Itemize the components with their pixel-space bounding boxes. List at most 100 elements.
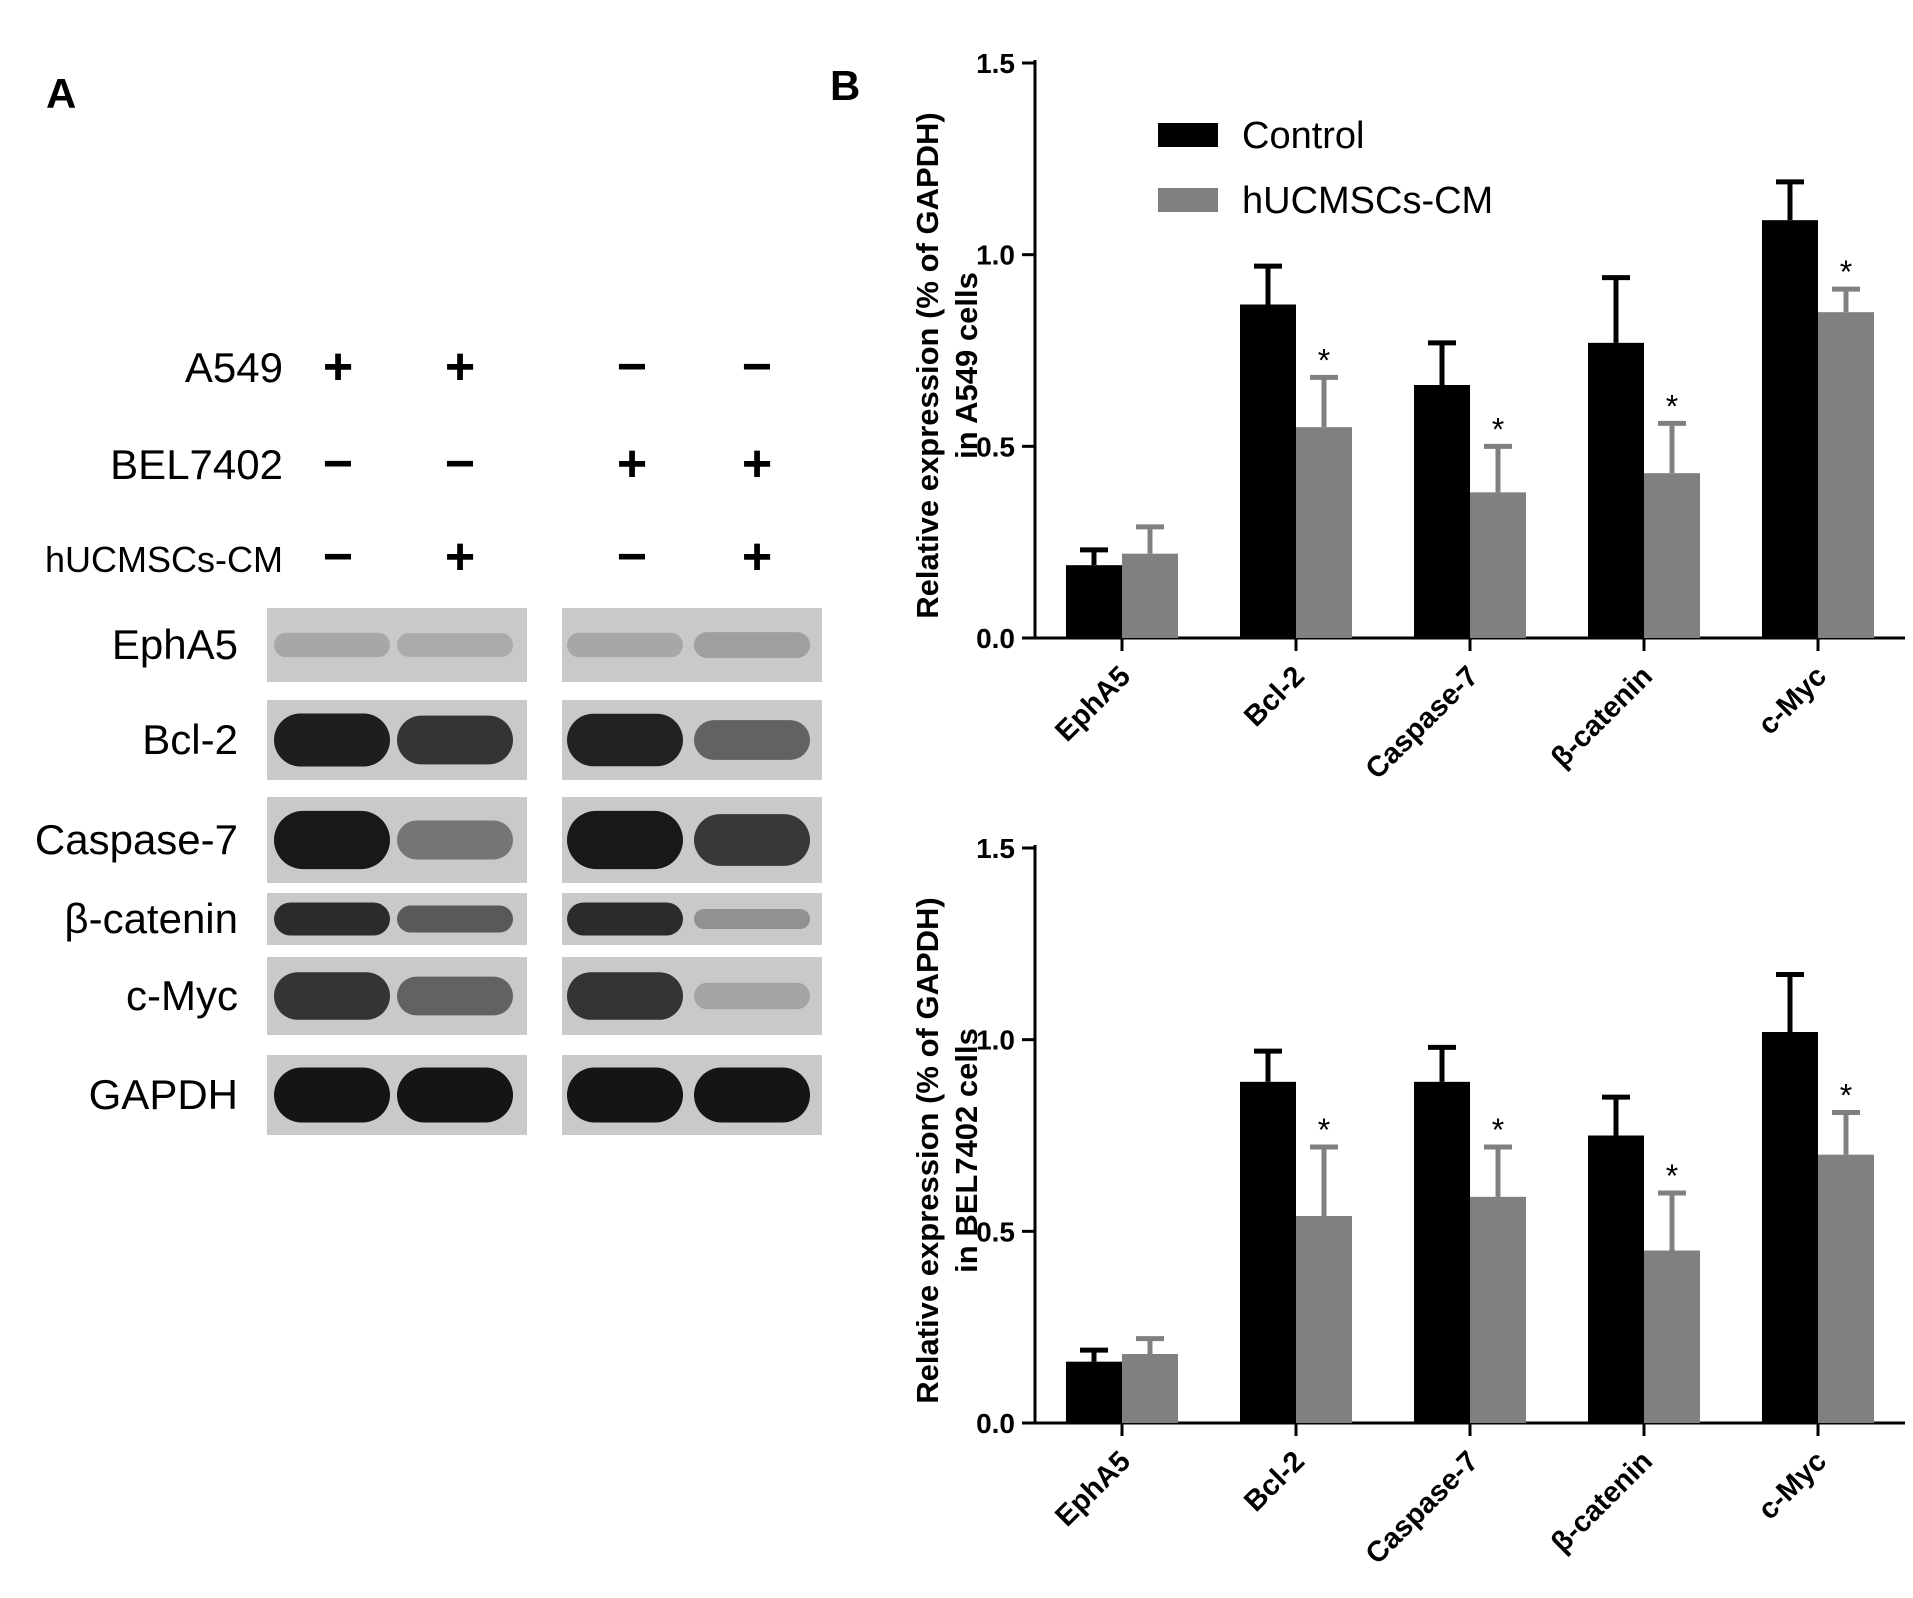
x-tick-label: Caspase-7 [1360, 1445, 1485, 1570]
bar-treated [1296, 427, 1352, 638]
legend-swatch [1158, 188, 1218, 212]
bar-control [1414, 385, 1470, 638]
x-tick-label: β-catenin [1545, 660, 1659, 774]
condition-sign: − [742, 338, 772, 396]
condition-label: A549 [185, 344, 283, 391]
condition-sign: − [617, 338, 647, 396]
significance-marker: * [1492, 1112, 1504, 1148]
blot-band [567, 1067, 683, 1123]
blot-band [567, 902, 683, 936]
bar-chart-bel7402: Relative expression (% of GAPDH) in BEL74… [910, 833, 1905, 1571]
condition-sign: + [742, 528, 772, 586]
condition-sign: + [742, 435, 772, 493]
condition-sign: − [617, 528, 647, 586]
significance-marker: * [1318, 342, 1330, 378]
significance-marker: * [1318, 1112, 1330, 1148]
condition-label: hUCMSCs-CM [45, 539, 283, 580]
protein-label: EphA5 [112, 621, 238, 668]
western-blot-panel: A549 + + − −BEL7402− − + +hUCMSCs-CM − + − +EphA5Bc… [35, 338, 822, 1135]
significance-marker: * [1666, 388, 1678, 424]
blot-band [397, 1067, 513, 1123]
blot-band [274, 972, 390, 1020]
legend-swatch [1158, 123, 1218, 147]
y-axis-label: Relative expression (% of GAPDH) [910, 112, 945, 618]
bar-control [1588, 342, 1644, 638]
condition-sign: − [323, 528, 353, 586]
condition-sign: − [445, 435, 475, 493]
blot-band [274, 902, 390, 936]
blot-band [694, 814, 810, 866]
condition-sign: + [323, 338, 353, 396]
bar-treated [1818, 1154, 1874, 1423]
condition-sign: + [445, 528, 475, 586]
legend-label: hUCMSCs-CM [1242, 180, 1493, 222]
x-tick-label: Bcl-2 [1238, 660, 1311, 733]
bar-control [1588, 1135, 1644, 1423]
x-tick-label: c-Myc [1752, 660, 1833, 741]
y-axis-label: in BEL7402 cells [949, 1028, 984, 1273]
blot-band [274, 713, 390, 767]
bar-treated [1818, 312, 1874, 638]
y-tick-label: 1.5 [976, 48, 1015, 79]
blot-band [694, 720, 810, 760]
protein-label: c-Myc [126, 972, 238, 1019]
bar-control [1240, 1081, 1296, 1423]
bar-treated [1470, 492, 1526, 638]
bar-control [1066, 1361, 1122, 1423]
significance-marker: * [1492, 411, 1504, 447]
blot-band [397, 820, 513, 860]
significance-marker: * [1666, 1158, 1678, 1194]
protein-label: β-catenin [64, 895, 238, 942]
bar-treated [1296, 1216, 1352, 1423]
bar-treated [1644, 1250, 1700, 1423]
y-tick-label: 0.0 [976, 1408, 1015, 1439]
condition-sign: + [617, 435, 647, 493]
legend-label: Control [1242, 115, 1365, 157]
bar-control [1066, 565, 1122, 638]
y-axis-label: in A549 cells [949, 272, 984, 459]
y-tick-label: 1.0 [976, 1025, 1015, 1056]
condition-sign: + [445, 338, 475, 396]
protein-label: Bcl-2 [142, 716, 238, 763]
y-tick-label: 0.5 [976, 1216, 1015, 1247]
bar-control [1414, 1081, 1470, 1423]
blot-band [694, 982, 810, 1010]
protein-label: Caspase-7 [35, 816, 238, 863]
x-tick-label: EphA5 [1049, 1445, 1137, 1533]
x-tick-label: EphA5 [1049, 660, 1137, 748]
y-tick-label: 0.5 [976, 431, 1015, 462]
blot-band [274, 1067, 390, 1123]
y-tick-label: 0.0 [976, 623, 1015, 654]
bar-treated [1122, 1354, 1178, 1423]
x-tick-label: β-catenin [1545, 1445, 1659, 1559]
bar-chart-a549: Relative expression (% of GAPDH) in A549 … [910, 48, 1905, 786]
bar-treated [1470, 1196, 1526, 1423]
blot-band [694, 1067, 810, 1123]
bar-control [1762, 220, 1818, 638]
blot-band [274, 632, 390, 658]
blot-band [694, 632, 810, 658]
significance-marker: * [1840, 254, 1852, 290]
bar-treated [1122, 553, 1178, 638]
condition-sign: − [323, 435, 353, 493]
blot-band [397, 976, 513, 1016]
bar-treated [1644, 473, 1700, 638]
significance-marker: * [1840, 1078, 1852, 1114]
blot-band [694, 908, 810, 930]
blot-band [397, 715, 513, 765]
blot-band [567, 810, 683, 870]
bar-control [1240, 304, 1296, 638]
blot-band [567, 632, 683, 658]
blot-band [397, 905, 513, 933]
blot-band [567, 713, 683, 767]
protein-label: GAPDH [89, 1071, 238, 1118]
panel-label-a: A [46, 70, 76, 117]
blot-band [567, 972, 683, 1020]
bar-control [1762, 1032, 1818, 1423]
blot-band [274, 810, 390, 870]
panel-label-b: B [830, 62, 860, 109]
x-tick-label: Bcl-2 [1238, 1445, 1311, 1518]
blot-band [397, 633, 513, 657]
x-tick-label: Caspase-7 [1360, 660, 1485, 785]
